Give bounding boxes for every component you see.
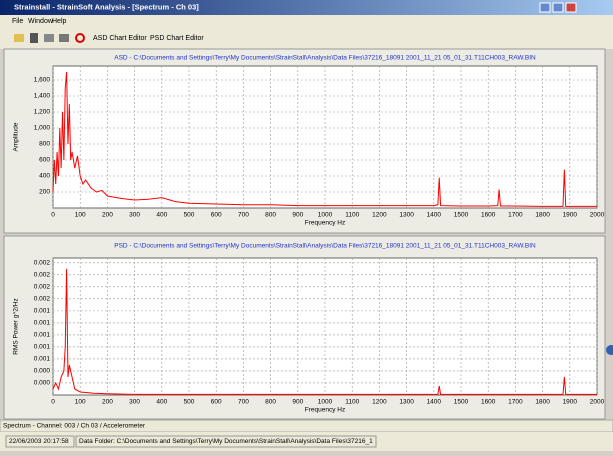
x-tick-label: 100: [75, 212, 86, 219]
x-tick-label: 1800: [535, 212, 550, 219]
x-tick-label: 200: [102, 399, 113, 406]
x-tick-label: 800: [265, 212, 276, 219]
y-tick-label: 0.001: [34, 344, 51, 351]
x-tick-label: 1000: [318, 399, 333, 406]
y-tick-label: 0.002: [34, 284, 51, 291]
x-tick-label: 900: [292, 212, 303, 219]
x-tick-label: 500: [184, 399, 195, 406]
x-tick-label: 1300: [399, 212, 414, 219]
x-tick-label: 0: [51, 212, 55, 219]
x-tick-label: 2000: [590, 212, 605, 219]
y-tick-label: 1,200: [34, 109, 51, 116]
y-tick-label: 200: [39, 189, 50, 196]
y-tick-label: 0.001: [34, 308, 51, 315]
footer-cell: [5, 435, 75, 448]
toolbar: [0, 27, 613, 49]
menu-bar: [0, 15, 613, 27]
x-tick-label: 400: [156, 399, 167, 406]
x-tick-label: 1900: [563, 212, 578, 219]
x-tick-label: 1400: [427, 212, 442, 219]
y-tick-label: 0.002: [34, 260, 51, 267]
x-axis-label: Frequency Hz: [305, 220, 345, 227]
plot-area: [52, 65, 598, 209]
y-tick-label: 0.000: [34, 368, 51, 375]
close-button[interactable]: [565, 2, 577, 13]
y-tick-label: 1,600: [34, 77, 51, 84]
print-icon[interactable]: [44, 34, 54, 42]
x-tick-label: 1200: [372, 212, 387, 219]
refresh-icon[interactable]: [75, 33, 85, 43]
x-tick-label: 1700: [508, 399, 523, 406]
x-tick-label: 0: [51, 399, 55, 406]
y-axis-label: RMS Power g^2/Hz: [13, 298, 20, 355]
y-tick-label: 0.000: [34, 380, 51, 387]
x-tick-label: 600: [211, 399, 222, 406]
x-tick-label: 1100: [345, 212, 359, 219]
x-tick-label: 300: [129, 212, 140, 219]
chart-title: PSD - C:\Documents and Settings\Terry\My…: [114, 243, 536, 250]
x-tick-label: 1100: [345, 399, 359, 406]
x-tick-label: 800: [265, 399, 276, 406]
menu-item[interactable]: File: [12, 18, 23, 25]
x-tick-label: 200: [102, 212, 113, 219]
footer-folder: Data Folder: C:\Documents and Settings\T…: [79, 438, 373, 445]
max-button[interactable]: [552, 2, 564, 13]
y-tick-label: 0.001: [34, 320, 51, 327]
y-tick-label: 600: [39, 157, 50, 164]
y-tick-label: 400: [39, 173, 50, 180]
x-tick-label: 1400: [427, 399, 442, 406]
copy-icon[interactable]: [59, 34, 69, 42]
spectrum-line: [52, 71, 597, 207]
chart-title: ASD - C:\Documents and Settings\Terry\My…: [114, 55, 536, 62]
y-tick-label: 800: [39, 141, 50, 148]
toolbar-button[interactable]: PSD Chart Editor: [150, 35, 204, 42]
spectrum-line: [52, 268, 597, 395]
toolbar-button[interactable]: ASD Chart Editor: [93, 35, 147, 42]
min-button[interactable]: [539, 2, 551, 13]
x-tick-label: 2000: [590, 399, 605, 406]
x-tick-label: 700: [238, 212, 249, 219]
x-tick-label: 1200: [372, 399, 387, 406]
footer-bar: [0, 432, 613, 451]
menu-item[interactable]: Window: [28, 18, 54, 25]
x-tick-label: 300: [129, 399, 140, 406]
x-tick-label: 1800: [535, 399, 550, 406]
tool-icon[interactable]: [30, 33, 38, 43]
side-decoration: [606, 345, 613, 355]
x-tick-label: 900: [292, 399, 303, 406]
x-tick-label: 1700: [508, 212, 523, 219]
y-axis-label: Amplitude: [13, 122, 20, 151]
y-tick-label: 1,400: [34, 93, 51, 100]
y-tick-label: 0.001: [34, 332, 51, 339]
menu-item[interactable]: Help: [52, 18, 67, 25]
x-tick-label: 1500: [454, 212, 469, 219]
x-axis-label: Frequency Hz: [305, 407, 345, 414]
window-title: Strainstall - StrainSoft Analysis - [Spe…: [14, 2, 199, 11]
x-tick-label: 1600: [481, 212, 496, 219]
status-text: Spectrum - Channel: 003 / Ch 03 / Accele…: [3, 423, 146, 430]
x-tick-label: 500: [184, 212, 195, 219]
x-tick-label: 400: [156, 212, 167, 219]
x-tick-label: 700: [238, 399, 249, 406]
y-tick-label: 0.002: [34, 296, 51, 303]
y-tick-label: 0.001: [34, 356, 51, 363]
x-tick-label: 1500: [454, 399, 469, 406]
open-icon[interactable]: [14, 34, 24, 42]
footer-cell: [75, 435, 377, 448]
x-tick-label: 100: [75, 399, 86, 406]
x-tick-label: 1000: [318, 212, 333, 219]
x-tick-label: 1300: [399, 399, 414, 406]
x-tick-label: 1900: [563, 399, 578, 406]
x-tick-label: 1600: [481, 399, 496, 406]
x-tick-label: 600: [211, 212, 222, 219]
y-tick-label: 0.002: [34, 272, 51, 279]
footer-time: 22/06/2003 20:17:58: [9, 438, 69, 445]
y-tick-label: 1,000: [34, 125, 51, 132]
title-bar: [0, 0, 613, 15]
